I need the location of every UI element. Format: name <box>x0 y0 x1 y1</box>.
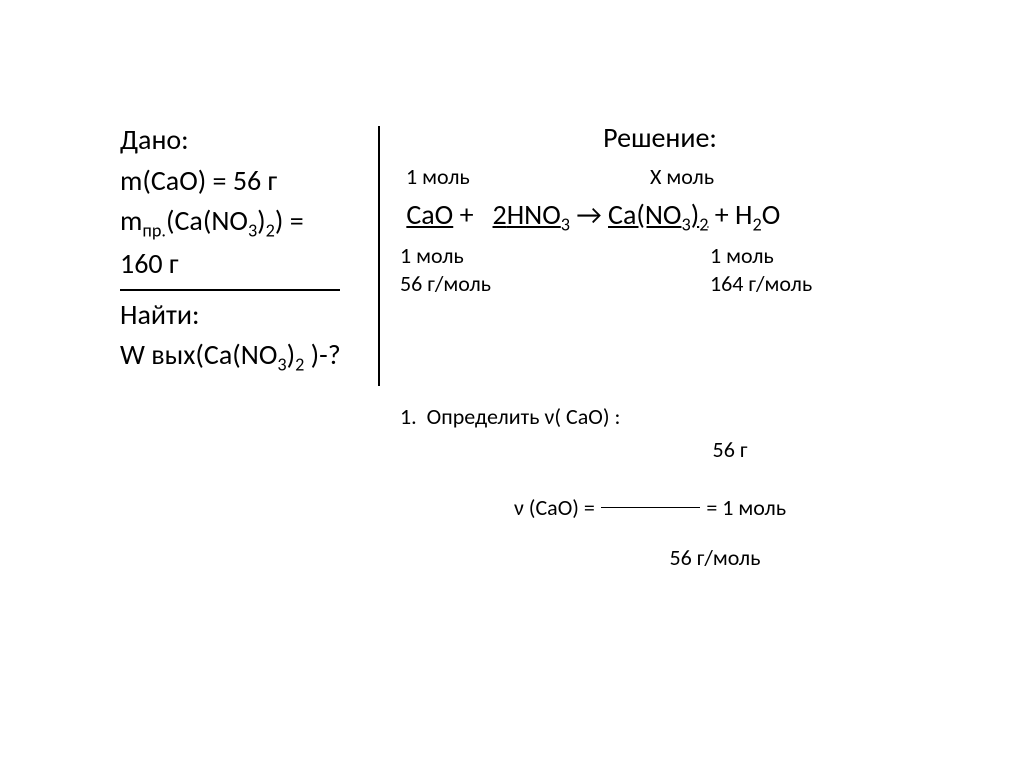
step-1: 1. Определить ν( CaO) : <box>400 400 920 433</box>
eqn-hno3-coef: 2 <box>493 197 507 232</box>
frac-den <box>601 507 700 541</box>
fraction <box>601 474 700 541</box>
find-sub2: 2 <box>295 354 304 376</box>
bot-annot-right: 1 моль <box>710 242 774 269</box>
eqn-plus1: + <box>453 197 480 232</box>
calc-row: ν (CaO) = = 1 моль <box>380 474 920 541</box>
bot-annot-left: 1 моль <box>400 242 464 269</box>
given-l2-sub: пр. <box>142 220 166 242</box>
steps-block: 1. Определить ν( CaO) : 56 г ν (CaO) = =… <box>380 400 920 574</box>
eqn-h2o-sub: 2 <box>752 214 761 236</box>
given-line-2: mпр.(Ca(NO3)2) = <box>120 201 380 244</box>
eqn-hno3: 2HNO3 <box>493 197 570 232</box>
eqn-cano3-mid: ) <box>691 197 700 232</box>
given-column: Дано: m(CaO) = 56 г mпр.(Ca(NO3)2) = 160… <box>120 120 380 378</box>
given-l2-sub3: 2 <box>266 220 275 242</box>
solution-title: Решение: <box>400 120 920 155</box>
given-line-1: m(CaO) = 56 г <box>120 161 380 202</box>
eqn-cano3-txt: Ca(NO <box>608 197 681 232</box>
frac-num <box>601 474 700 507</box>
find-end: )-? <box>304 337 340 372</box>
vertical-rule <box>378 126 380 386</box>
given-l2-mid: (Ca(NO <box>166 203 248 238</box>
given-line-1-pre: m(CaO) = <box>120 163 233 198</box>
eqn-hno3-txt: HNO <box>507 197 561 232</box>
mm-left: 56 г/моль <box>400 270 491 297</box>
given-title: Дано: <box>120 120 380 161</box>
step-1-num: 1. <box>400 403 417 430</box>
equation: CaO + 2HNO3 → Ca(NO3)2 + H2O <box>400 197 920 236</box>
given-l2-sub2: 3 <box>248 220 257 242</box>
given-l2-mid2: ) <box>257 203 266 238</box>
step-1-text: Определить ν( CaO) : <box>427 403 621 430</box>
find-mid: ) <box>287 337 296 372</box>
given-divider <box>120 289 340 291</box>
given-line-1-val: 56 г <box>233 163 277 198</box>
bottom-annotation-row-1: 1 моль 1 моль <box>400 242 920 270</box>
top-annot-right: Х моль <box>650 163 714 190</box>
find-line: W вых(Ca(NO3)2 )-? <box>120 335 380 378</box>
eqn-plus-h2o: + H2O <box>708 197 780 232</box>
top-annot-left: 1 моль <box>406 163 470 190</box>
find-pre: W вых(Ca(NO <box>120 337 277 372</box>
eqn-cano32: Ca(NO3)2 <box>608 197 708 232</box>
given-l2-pre: m <box>120 203 142 238</box>
eqn-cano3-sub1: 3 <box>681 214 690 236</box>
mm-right: 164 г/моль <box>710 270 812 297</box>
eqn-plus2: + H <box>708 197 752 232</box>
find-sub1: 3 <box>277 354 286 376</box>
eqn-h2o-end: O <box>762 197 781 232</box>
find-title: Найти: <box>120 295 380 336</box>
calc-lhs: ν (CaO) = <box>514 491 595 524</box>
given-line-3: 160 г <box>120 244 380 285</box>
top-annotation-row: 1 моль Х моль <box>400 163 920 191</box>
eqn-cao: CaO <box>406 197 453 232</box>
eqn-hno3-sub: 3 <box>561 214 570 236</box>
calc-rhs: = 1 моль <box>706 491 786 524</box>
frac-den-standalone: 56 г/моль <box>510 541 920 574</box>
frac-num-standalone: 56 г <box>540 433 920 466</box>
eqn-arrow: → <box>570 197 608 232</box>
solution-column: Решение: 1 моль Х моль CaO + 2HNO3 → Ca(… <box>400 120 920 298</box>
bottom-annotation-row-2: 56 г/моль 164 г/моль <box>400 270 920 298</box>
given-l2-end: ) = <box>275 203 304 238</box>
